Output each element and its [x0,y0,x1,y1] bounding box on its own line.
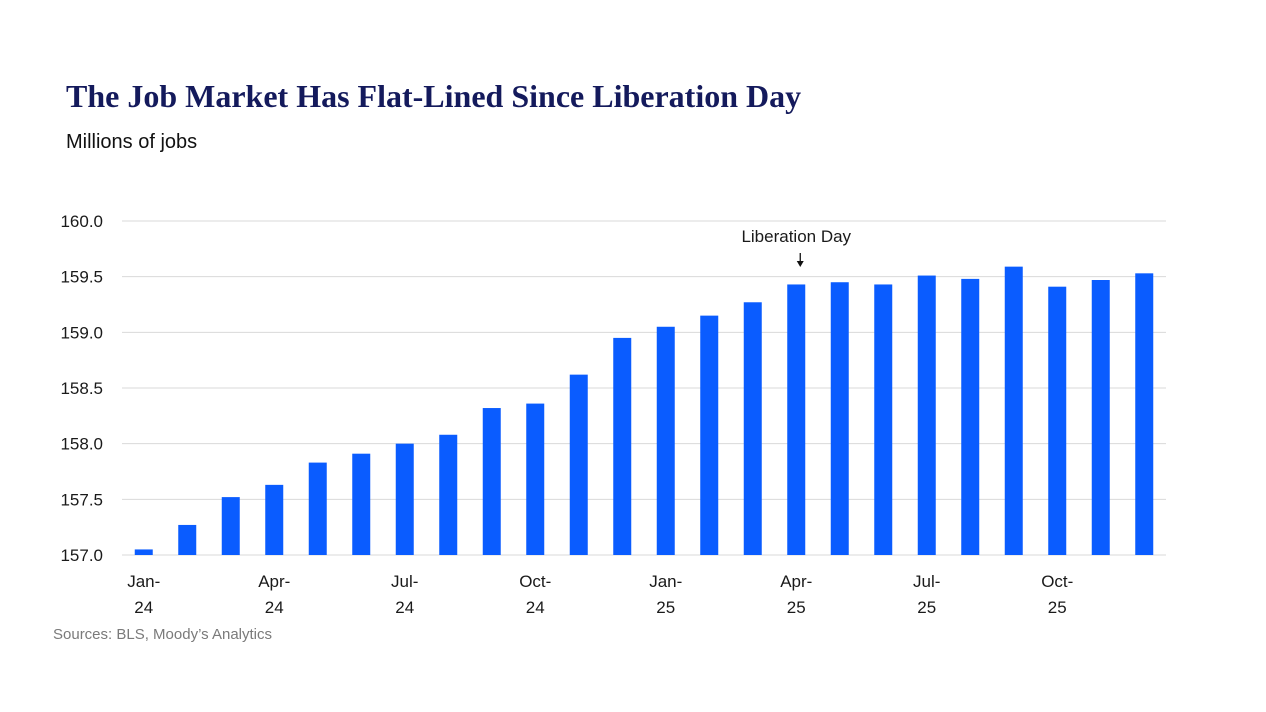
x-tick-label-year: 24 [526,598,545,617]
x-tick-label-year: 25 [656,598,675,617]
bar-jun-25 [874,284,893,555]
chart-subtitle: Millions of jobs [66,131,198,153]
x-tick-label-month: Jan- [127,572,160,591]
gridlines [122,220,1166,556]
bar-may-24 [308,462,327,555]
bar-nov-25 [1091,280,1110,555]
bar-jul-25 [917,275,936,555]
x-tick-label-year: 24 [395,598,414,617]
x-axis: Jan- 24 Apr- 24 Jul- 24 Oct- 24 Jan- 25 Apr- 25 Jul-… [127,572,1073,617]
bar-jan-25 [656,326,675,555]
bar-sep-25 [1004,266,1023,555]
annotation-label: Liberation Day [741,227,851,246]
bar-feb-24 [178,524,197,555]
bar-sep-24 [482,408,501,555]
x-tick-label-month: Jan- [649,572,682,591]
bars [134,266,1154,555]
x-tick-label-year: 24 [134,598,153,617]
bar-apr-25 [787,284,806,555]
bar-feb-25 [700,315,719,555]
bar-nov-24 [569,374,588,555]
y-tick-label: 158.0 [60,435,103,454]
bar-jul-24 [395,443,414,555]
bar-apr-24 [265,484,284,555]
y-tick-label: 159.5 [60,268,103,287]
x-tick-label-month: Jul- [391,572,418,591]
bar-oct-24 [526,403,545,555]
annotation-arrow-icon [796,261,804,267]
annotation: Liberation Day [741,227,852,267]
bar-oct-25 [1048,286,1067,555]
x-tick-label-year: 25 [1048,598,1067,617]
bar-dec-24 [613,337,632,555]
bar-mar-25 [743,302,762,555]
bar-dec-25 [1135,273,1154,555]
bar-jun-24 [352,453,371,555]
bar-may-25 [830,282,849,555]
y-tick-label: 157.0 [60,546,103,565]
bar-aug-24 [439,434,458,555]
y-tick-label: 159.0 [60,323,103,342]
y-axis: 157.0 157.5 158.0 158.5 159.0 159.5 160.0 [60,212,103,565]
source-note: Sources: BLS, Moody’s Analytics [53,626,272,643]
y-tick-label: 160.0 [60,212,103,231]
x-tick-label-month: Apr- [258,572,290,591]
bar-jan-24 [134,549,153,555]
y-tick-label: 157.5 [60,490,103,509]
x-tick-label-year: 25 [787,598,806,617]
x-tick-label-year: 25 [917,598,936,617]
x-tick-label-year: 24 [265,598,284,617]
chart-title: The Job Market Has Flat-Lined Since Libe… [66,78,802,114]
bar-aug-25 [961,278,980,555]
y-tick-label: 158.5 [60,379,103,398]
x-tick-label-month: Oct- [1041,572,1073,591]
bar-mar-24 [221,497,240,555]
x-tick-label-month: Apr- [780,572,812,591]
x-tick-label-month: Oct- [519,572,551,591]
x-tick-label-month: Jul- [913,572,940,591]
